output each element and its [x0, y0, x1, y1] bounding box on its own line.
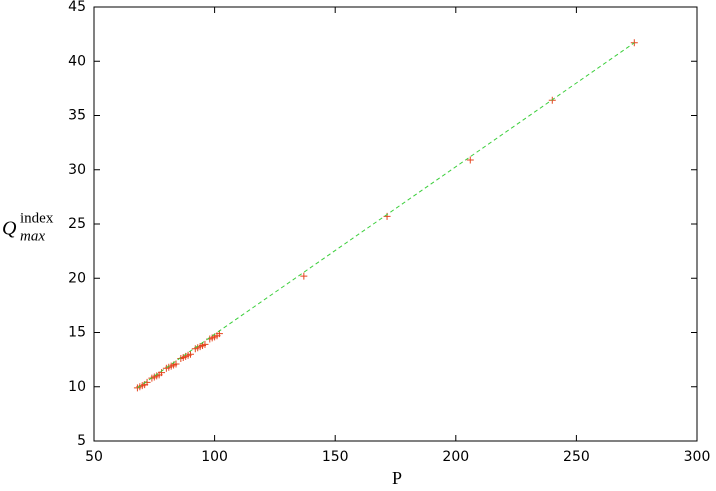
y-tick-label: 45 — [68, 0, 86, 15]
x-tick-label: 150 — [322, 449, 349, 465]
plot-frame — [93, 6, 698, 442]
y-tick-label: 20 — [68, 270, 86, 286]
y-tick-label: 25 — [68, 216, 86, 232]
point — [300, 272, 308, 280]
fit-line — [137, 42, 635, 389]
x-tick-label: 300 — [684, 449, 711, 465]
y-label-sup: index — [20, 210, 54, 226]
x-axis-label: P — [392, 468, 402, 488]
y-tick-label: 5 — [77, 433, 86, 449]
point — [201, 340, 209, 348]
y-tick-label: 10 — [68, 379, 86, 395]
x-tick-label: 50 — [85, 449, 103, 465]
y-label-base: Q — [2, 218, 17, 240]
point — [186, 350, 194, 358]
y-tick-label: 30 — [68, 162, 86, 178]
y-tick-label: 15 — [68, 325, 86, 341]
point — [158, 369, 166, 377]
point — [172, 360, 180, 368]
point — [466, 156, 474, 164]
x-tick-label: 250 — [563, 449, 590, 465]
y-label-sub: max — [20, 228, 45, 244]
y-tick-label: 35 — [68, 108, 86, 124]
y-tick-label: 40 — [68, 53, 86, 69]
x-tick-label: 100 — [201, 449, 228, 465]
y-axis-label: Q index max — [2, 210, 54, 244]
x-tick-label: 200 — [442, 449, 469, 465]
